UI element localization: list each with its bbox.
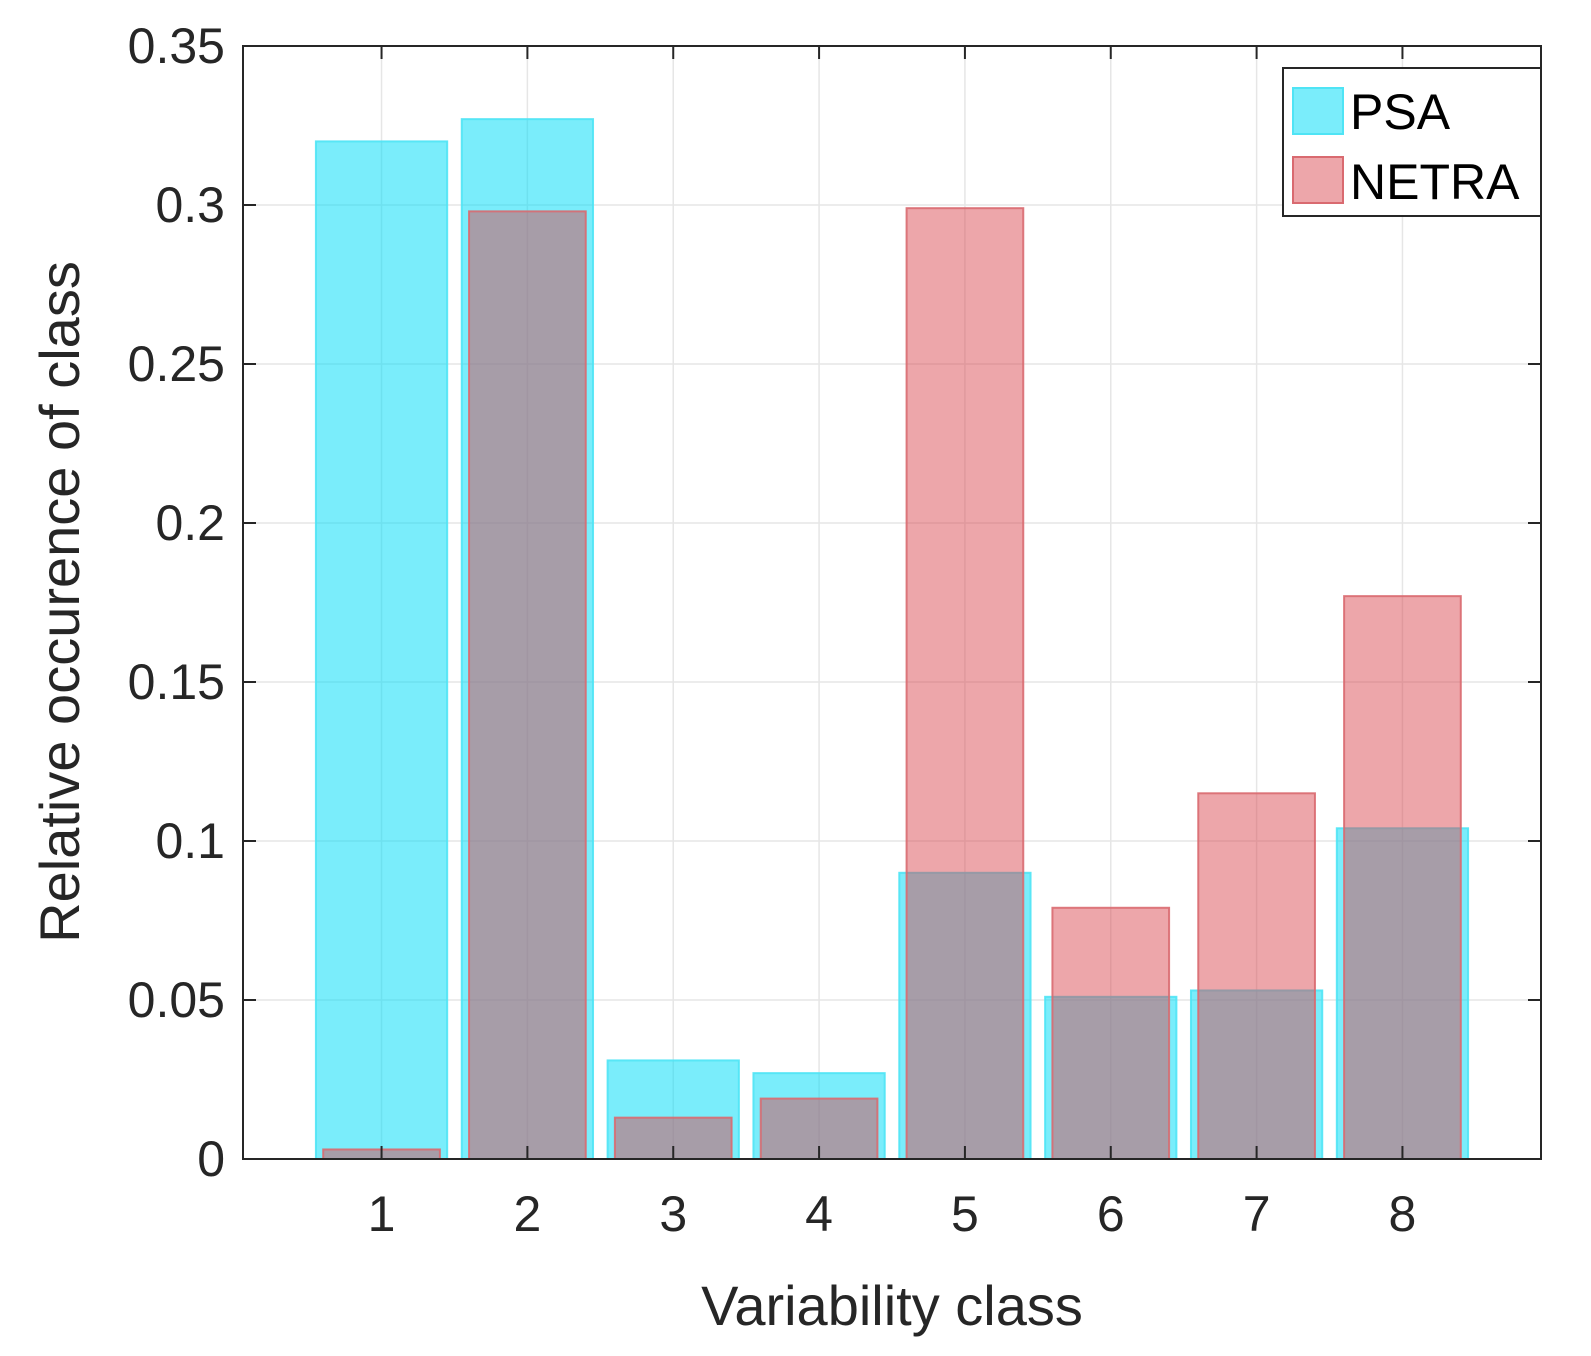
bar-psa-4 — [752, 1072, 886, 1161]
bar-netra-5 — [905, 207, 1025, 1160]
x-tick-label: 1 — [368, 1186, 396, 1242]
legend-swatch-psa — [1292, 87, 1344, 135]
y-tick-label: 0.1 — [155, 813, 225, 869]
x-tick-label: 3 — [659, 1186, 687, 1242]
x-tick-label: 4 — [805, 1186, 833, 1242]
bar-psa-7 — [1189, 989, 1324, 1161]
x-tick-label: 7 — [1243, 1186, 1271, 1242]
psa-bars — [314, 118, 1470, 1161]
legend-swatch-netra — [1292, 156, 1344, 204]
plot-frame — [242, 45, 1542, 1160]
legend-label-netra: NETRA — [1350, 154, 1520, 210]
bar-psa-5 — [898, 871, 1032, 1160]
bar-psa-8 — [1335, 827, 1470, 1161]
x-tick-label: 8 — [1389, 1186, 1417, 1242]
x-axis-label: Variability class — [701, 1274, 1083, 1337]
plot-background — [243, 46, 1541, 1159]
x-tick-label: 5 — [951, 1186, 979, 1242]
y-tick-label: 0 — [197, 1131, 225, 1187]
y-tick-label: 0.35 — [128, 18, 225, 74]
y-tick-label: 0.2 — [155, 495, 225, 551]
y-tick-label: 0.05 — [128, 972, 225, 1028]
y-axis-label: Relative occurence of class — [28, 261, 91, 943]
netra-bars — [322, 207, 1462, 1161]
bar-psa-1 — [314, 140, 449, 1160]
bar-netra-6 — [1051, 906, 1171, 1161]
bar-psa-3 — [606, 1059, 740, 1161]
x-tick-label: 6 — [1097, 1186, 1125, 1242]
bar-netra-7 — [1197, 792, 1316, 1160]
y-tick-label: 0.3 — [155, 177, 225, 233]
tick-labels-layer: 0 0.05 0.1 0.15 0.2 0.25 0.3 0.35 1 2 3 4 5 6 7 8 — [128, 18, 1417, 1242]
legend-label-psa: PSA — [1350, 84, 1451, 140]
y-tick-label: 0.25 — [128, 336, 225, 392]
legend: PSA NETRA — [1282, 67, 1542, 217]
bar-psa-2 — [460, 118, 595, 1160]
bar-netra-8 — [1343, 595, 1462, 1160]
y-tick-label: 0.15 — [128, 654, 225, 710]
bar-netra-2 — [468, 210, 587, 1161]
x-tick-label: 2 — [513, 1186, 541, 1242]
